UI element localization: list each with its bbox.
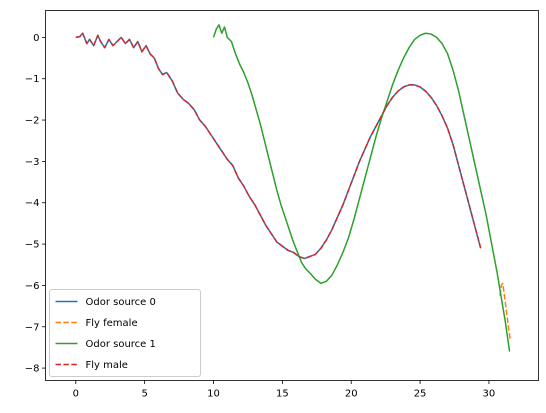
x-tick-label: 25 [414,389,427,400]
x-tick-label: 15 [276,389,289,400]
y-tick-label: −6 [25,281,40,292]
x-axis: 0 5 10 15 20 25 30 [73,380,496,400]
series-line-1 [499,282,512,340]
plot-lines [75,24,512,352]
x-tick-label: 20 [345,389,358,400]
y-tick-label: −8 [25,364,40,375]
legend-label: Odor source 1 [86,339,156,350]
x-tick-label: 5 [141,389,147,400]
y-tick-label: −2 [25,116,40,127]
legend-box [49,289,201,377]
axes-frame [45,10,539,381]
x-tick-label: 10 [207,389,220,400]
legend-label: Fly female [86,318,138,329]
y-tick-label: −4 [25,198,40,209]
y-tick-label: −7 [25,322,40,333]
y-tick-label: −5 [25,240,40,251]
series-line-3 [75,32,482,260]
legend-label: Fly male [86,360,128,371]
y-tick-label: −1 [25,74,40,85]
y-tick-label: −3 [25,157,40,168]
x-tick-label: 30 [483,389,496,400]
x-tick-label: 0 [73,389,79,400]
y-tick-label: 0 [33,33,39,44]
y-axis: 0 −1 −2 −3 −4 −5 −6 −7 −8 [25,33,46,375]
series-line-2 [212,24,511,352]
legend: Odor source 0 Fly female Odor source 1 Fly … [49,289,201,377]
legend-label: Odor source 0 [86,297,156,308]
